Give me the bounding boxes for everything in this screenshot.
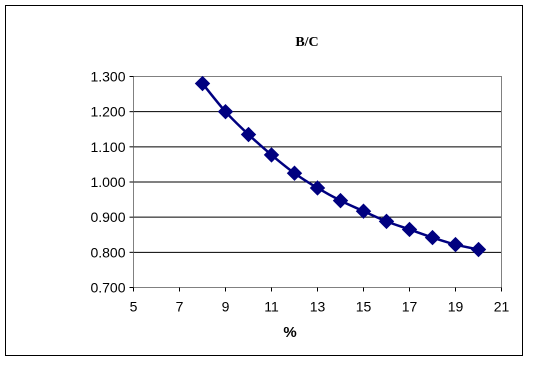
x-tick-label: 7 [176,299,184,315]
y-tick-label: 1.200 [90,104,125,120]
x-tick-label: 11 [264,299,279,315]
data-point-marker [424,229,441,246]
y-tick-label: 1.000 [90,174,125,190]
data-point-marker [286,165,303,181]
data-point-marker [309,180,326,196]
y-tick-label: 0.800 [90,244,125,260]
series-layer [194,75,487,258]
data-point-marker [332,192,349,209]
data-point-marker [470,241,487,258]
x-tick-label: 17 [402,299,418,315]
data-point-marker [194,75,211,92]
y-tick-label: 0.700 [90,280,125,296]
x-tick-label: 5 [130,299,138,315]
x-tick-label: 19 [448,299,464,315]
y-tick-labels: 0.700 0.800 0.900 1.000 1.100 1.200 1.300 [90,69,134,296]
data-point-marker [240,126,257,143]
x-axis-label: % [283,324,296,341]
y-tick-label: 0.900 [90,209,125,225]
x-tick-label: 13 [310,299,326,315]
data-point-marker [401,221,418,238]
data-point-marker [217,103,234,120]
x-tick-labels: 5 7 9 11 13 15 17 19 21 [130,287,510,315]
data-point-marker [378,213,395,230]
x-tick-label: 15 [356,299,372,315]
data-point-marker [447,236,464,253]
chart-border [5,5,523,356]
data-point-marker [263,147,280,163]
data-point-marker [355,203,372,219]
y-tick-label: 1.300 [90,69,125,85]
x-tick-label: 9 [222,299,230,315]
chart-title: B/C [295,35,318,50]
y-tick-label: 1.100 [90,139,125,155]
x-tick-label: 21 [494,299,510,315]
